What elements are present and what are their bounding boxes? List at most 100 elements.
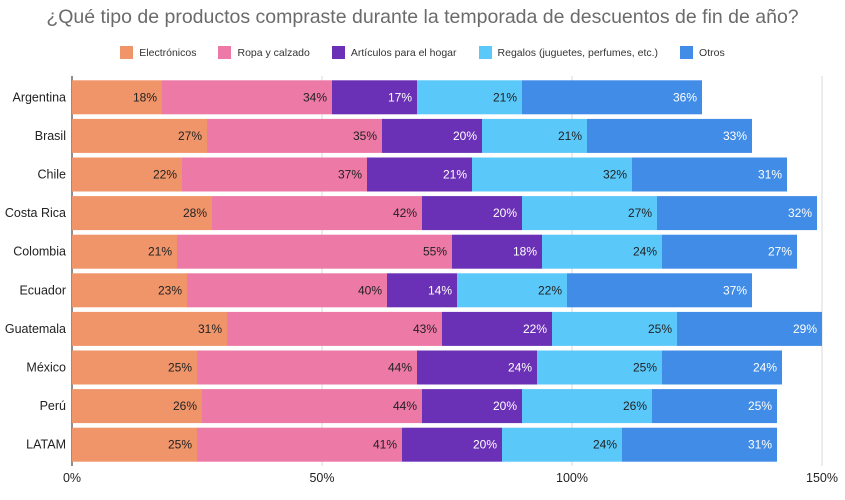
bar-segment — [502, 427, 622, 462]
value-label: 21% — [558, 129, 582, 143]
value-label: 31% — [748, 438, 772, 452]
bar-segment — [537, 350, 662, 385]
bar-segment — [567, 273, 752, 308]
category-label: Perú — [40, 399, 66, 413]
bar-segment — [162, 80, 332, 115]
value-label: 32% — [603, 168, 627, 182]
bar-segment — [542, 234, 662, 269]
bar-segment — [367, 157, 472, 192]
value-label: 25% — [633, 361, 657, 375]
value-label: 26% — [623, 399, 647, 413]
bar-segment — [72, 350, 197, 385]
value-label: 43% — [413, 322, 437, 336]
value-label: 44% — [393, 399, 417, 413]
bar-segment — [72, 196, 212, 231]
x-tick-label: 150% — [806, 471, 838, 485]
legend-swatch — [218, 46, 232, 59]
bar-segment — [227, 311, 442, 346]
legend-item: Regalos (juguetes, perfumes, etc.) — [478, 46, 659, 59]
value-label: 24% — [508, 361, 532, 375]
bar-segment — [442, 311, 552, 346]
bar-segment — [197, 427, 402, 462]
value-label: 20% — [453, 129, 477, 143]
value-label: 42% — [393, 206, 417, 220]
legend-swatch — [680, 46, 694, 59]
bar-segment — [457, 273, 567, 308]
chart-title: ¿Qué tipo de productos compraste durante… — [46, 6, 799, 28]
x-tick-label: 50% — [309, 471, 334, 485]
value-label: 18% — [133, 90, 157, 104]
value-label: 20% — [493, 399, 517, 413]
value-label: 23% — [158, 283, 182, 297]
x-tick-label: 100% — [556, 471, 588, 485]
bar-segment — [472, 157, 632, 192]
legend-label: Electrónicos — [139, 46, 197, 59]
bar-segment — [522, 196, 657, 231]
category-label: Costa Rica — [5, 206, 66, 220]
legend-swatch — [331, 46, 345, 59]
legend-item: Artículos para el hogar — [331, 46, 457, 59]
value-label: 17% — [388, 90, 412, 104]
legend-swatch — [120, 46, 134, 59]
value-label: 31% — [198, 322, 222, 336]
value-label: 37% — [338, 168, 362, 182]
bar-segment — [332, 80, 417, 115]
value-label: 34% — [303, 90, 327, 104]
bar-segment — [72, 311, 227, 346]
bar-segment — [652, 389, 777, 424]
bar-segment — [677, 311, 822, 346]
chart-legend: Electrónicos Ropa y calzado Artículos para… — [0, 46, 845, 59]
bar-segment — [387, 273, 457, 308]
bar-segment — [417, 80, 522, 115]
value-label: 35% — [353, 129, 377, 143]
value-label: 40% — [358, 283, 382, 297]
value-label: 20% — [493, 206, 517, 220]
bar-segment — [662, 234, 797, 269]
legend-label: Regalos (juguetes, perfumes, etc.) — [497, 46, 659, 59]
bar-segment — [522, 389, 652, 424]
bar-segment — [587, 118, 752, 153]
bar-segment — [72, 234, 177, 269]
bar-segment — [72, 118, 207, 153]
value-label: 41% — [373, 438, 397, 452]
bar-segment — [187, 273, 387, 308]
legend-item: Ropa y calzado — [218, 46, 310, 59]
value-label: 14% — [428, 283, 452, 297]
legend-item: Otros — [680, 46, 725, 59]
bar-segment — [417, 350, 537, 385]
x-tick-label: 0% — [63, 471, 81, 485]
bar-segment — [482, 118, 587, 153]
category-label: LATAM — [26, 438, 66, 452]
bar-segment — [212, 196, 422, 231]
value-label: 25% — [168, 438, 192, 452]
legend-label: Artículos para el hogar — [350, 46, 457, 59]
value-label: 27% — [178, 129, 202, 143]
value-label: 21% — [148, 245, 172, 259]
category-label: Colombia — [13, 245, 66, 259]
value-label: 27% — [628, 206, 652, 220]
value-label: 22% — [153, 168, 177, 182]
legend-swatch — [478, 46, 492, 59]
bar-segment — [177, 234, 452, 269]
bar-segment — [632, 157, 787, 192]
bar-segment — [202, 389, 422, 424]
bar-segment — [72, 273, 187, 308]
bar-segment — [382, 118, 482, 153]
value-label: 33% — [723, 129, 747, 143]
bar-segment — [522, 80, 702, 115]
value-label: 37% — [723, 283, 747, 297]
value-label: 24% — [633, 245, 657, 259]
category-label: México — [26, 361, 66, 375]
value-label: 20% — [473, 438, 497, 452]
category-label: Argentina — [12, 90, 66, 104]
category-label: Chile — [38, 168, 67, 182]
bar-segment — [207, 118, 382, 153]
bar-segment — [622, 427, 777, 462]
bar-segment — [197, 350, 417, 385]
category-label: Brasil — [35, 129, 66, 143]
value-label: 25% — [168, 361, 192, 375]
bar-segment — [402, 427, 502, 462]
bar-segment — [452, 234, 542, 269]
value-label: 21% — [493, 90, 517, 104]
